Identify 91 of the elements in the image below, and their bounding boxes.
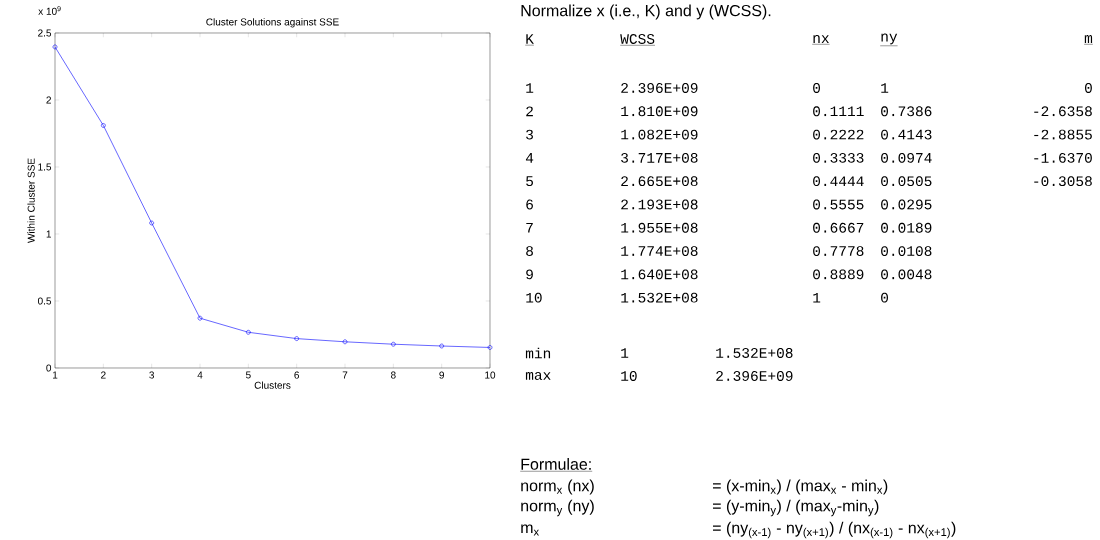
point (294, 336, 299, 341)
y-tick-label: 0.5 (37, 297, 52, 305)
text: -0.3058 (1034, 176, 1092, 187)
text: 0.2222 (813, 129, 864, 140)
x-axis-title: Clusters (254, 381, 291, 389)
text: 1.774E+08 (621, 246, 698, 257)
point (342, 339, 348, 345)
x-tick-label: 7 (342, 371, 348, 379)
text: 2.193E+08 (621, 199, 698, 210)
text: 7 (526, 223, 533, 233)
text: 2.665E+08 (621, 176, 698, 187)
y-tick-label: 2 (46, 96, 51, 104)
text: 3 (526, 129, 533, 140)
text: 0.0295 (881, 199, 932, 210)
text: 0.4444 (813, 176, 864, 187)
text: 1.640E+08 (621, 269, 698, 280)
text: 1.532E+08 (621, 292, 698, 303)
text: 0.0108 (881, 246, 932, 257)
x-tick-label: 10 (485, 371, 496, 379)
x-tick-label: 9 (439, 371, 444, 379)
text: 6 (526, 199, 533, 210)
text: 2 (526, 106, 533, 117)
text: 10 (526, 292, 542, 303)
text: 1.082E+09 (621, 129, 698, 140)
text: 0.7386 (881, 106, 932, 117)
text: 5 (526, 176, 533, 187)
text: -1.6370 (1034, 152, 1092, 163)
y-tick-label: 2.5 (38, 29, 52, 37)
text: = (y-min$_{y}$) / (max$_{y}$-min$_{y}$) (712, 499, 879, 517)
point (391, 341, 396, 347)
text: -2.6358 (1034, 106, 1092, 117)
text: 0 (813, 83, 821, 93)
text: 1.810E+09 (621, 106, 698, 117)
text: 0.6667 (813, 222, 864, 233)
text: 1 (813, 292, 821, 303)
text: K (526, 34, 534, 44)
text: = (x-min$_{x}$) / (max$_{x}$ - min$_{x}$) (712, 479, 888, 495)
text: 0.8889 (813, 269, 864, 280)
text: m$_{x}$ (521, 524, 540, 536)
x-tick-label: 4 (197, 371, 203, 379)
text: 3.717E+08 (621, 152, 698, 163)
x-tick-label: 2 (101, 371, 106, 379)
text: nx (813, 35, 829, 43)
text: 1 (881, 83, 889, 93)
y-tick-label: 1.5 (38, 163, 52, 171)
text: 0 (1084, 83, 1092, 93)
text: 2.396E+09 (621, 83, 698, 93)
text: = (ny$_{(x-1)}$ - ny$_{(x+1)}$) / (nx$_{(x-1)}$ - nx$_{(x+1)}$) (712, 521, 956, 539)
text: 4 (525, 153, 534, 163)
text: 1.532E+08 (716, 348, 793, 358)
text: 0 (881, 292, 889, 303)
x-tick-label: 6 (294, 371, 300, 379)
text: 1 (526, 83, 534, 93)
point (101, 123, 106, 128)
text: 9 (526, 269, 533, 280)
point (439, 343, 444, 349)
text: x 10$^{9}$ (38, 6, 61, 15)
point (246, 329, 251, 335)
y-tick-label: 0 (46, 364, 52, 372)
text: 0.0974 (881, 152, 932, 163)
text: ny (881, 33, 898, 45)
text: 0.0505 (881, 176, 932, 187)
y-axis-title: Within Cluster SSE (27, 158, 35, 243)
text: min (525, 347, 551, 359)
text: norm$_{y}$ (ny) (521, 499, 594, 517)
point (197, 315, 203, 321)
chart-title: Cluster Solutions against SSE (206, 18, 339, 28)
text: Normalize x (i.e., K) and y (WCSS). (521, 4, 771, 20)
text: 0.0189 (881, 222, 932, 233)
x-tick-label: 1 (53, 371, 58, 379)
text: m (1084, 35, 1093, 43)
text: 0.3333 (813, 152, 864, 163)
y-tick-label: 1 (46, 230, 51, 238)
point (149, 220, 154, 226)
text: 0.4143 (881, 129, 932, 140)
text: 0.0048 (881, 269, 932, 280)
text: max (525, 372, 551, 380)
text: norm$_{x}$ (nx) (521, 479, 594, 495)
text: 0.5555 (813, 199, 864, 210)
x-tick-label: 3 (149, 371, 155, 379)
text: 0.1111 (813, 106, 864, 117)
text: WCSS (620, 34, 655, 44)
text: 1.955E+08 (621, 222, 698, 233)
text: -2.8855 (1034, 129, 1092, 140)
x-tick-label: 8 (390, 371, 396, 379)
text: 1 (621, 348, 629, 358)
text: Formulae: (521, 458, 591, 470)
text: 8 (526, 246, 533, 257)
text: 0.7778 (813, 246, 864, 257)
text: 2.396E+09 (716, 371, 793, 381)
x-tick-label: 5 (245, 371, 251, 379)
